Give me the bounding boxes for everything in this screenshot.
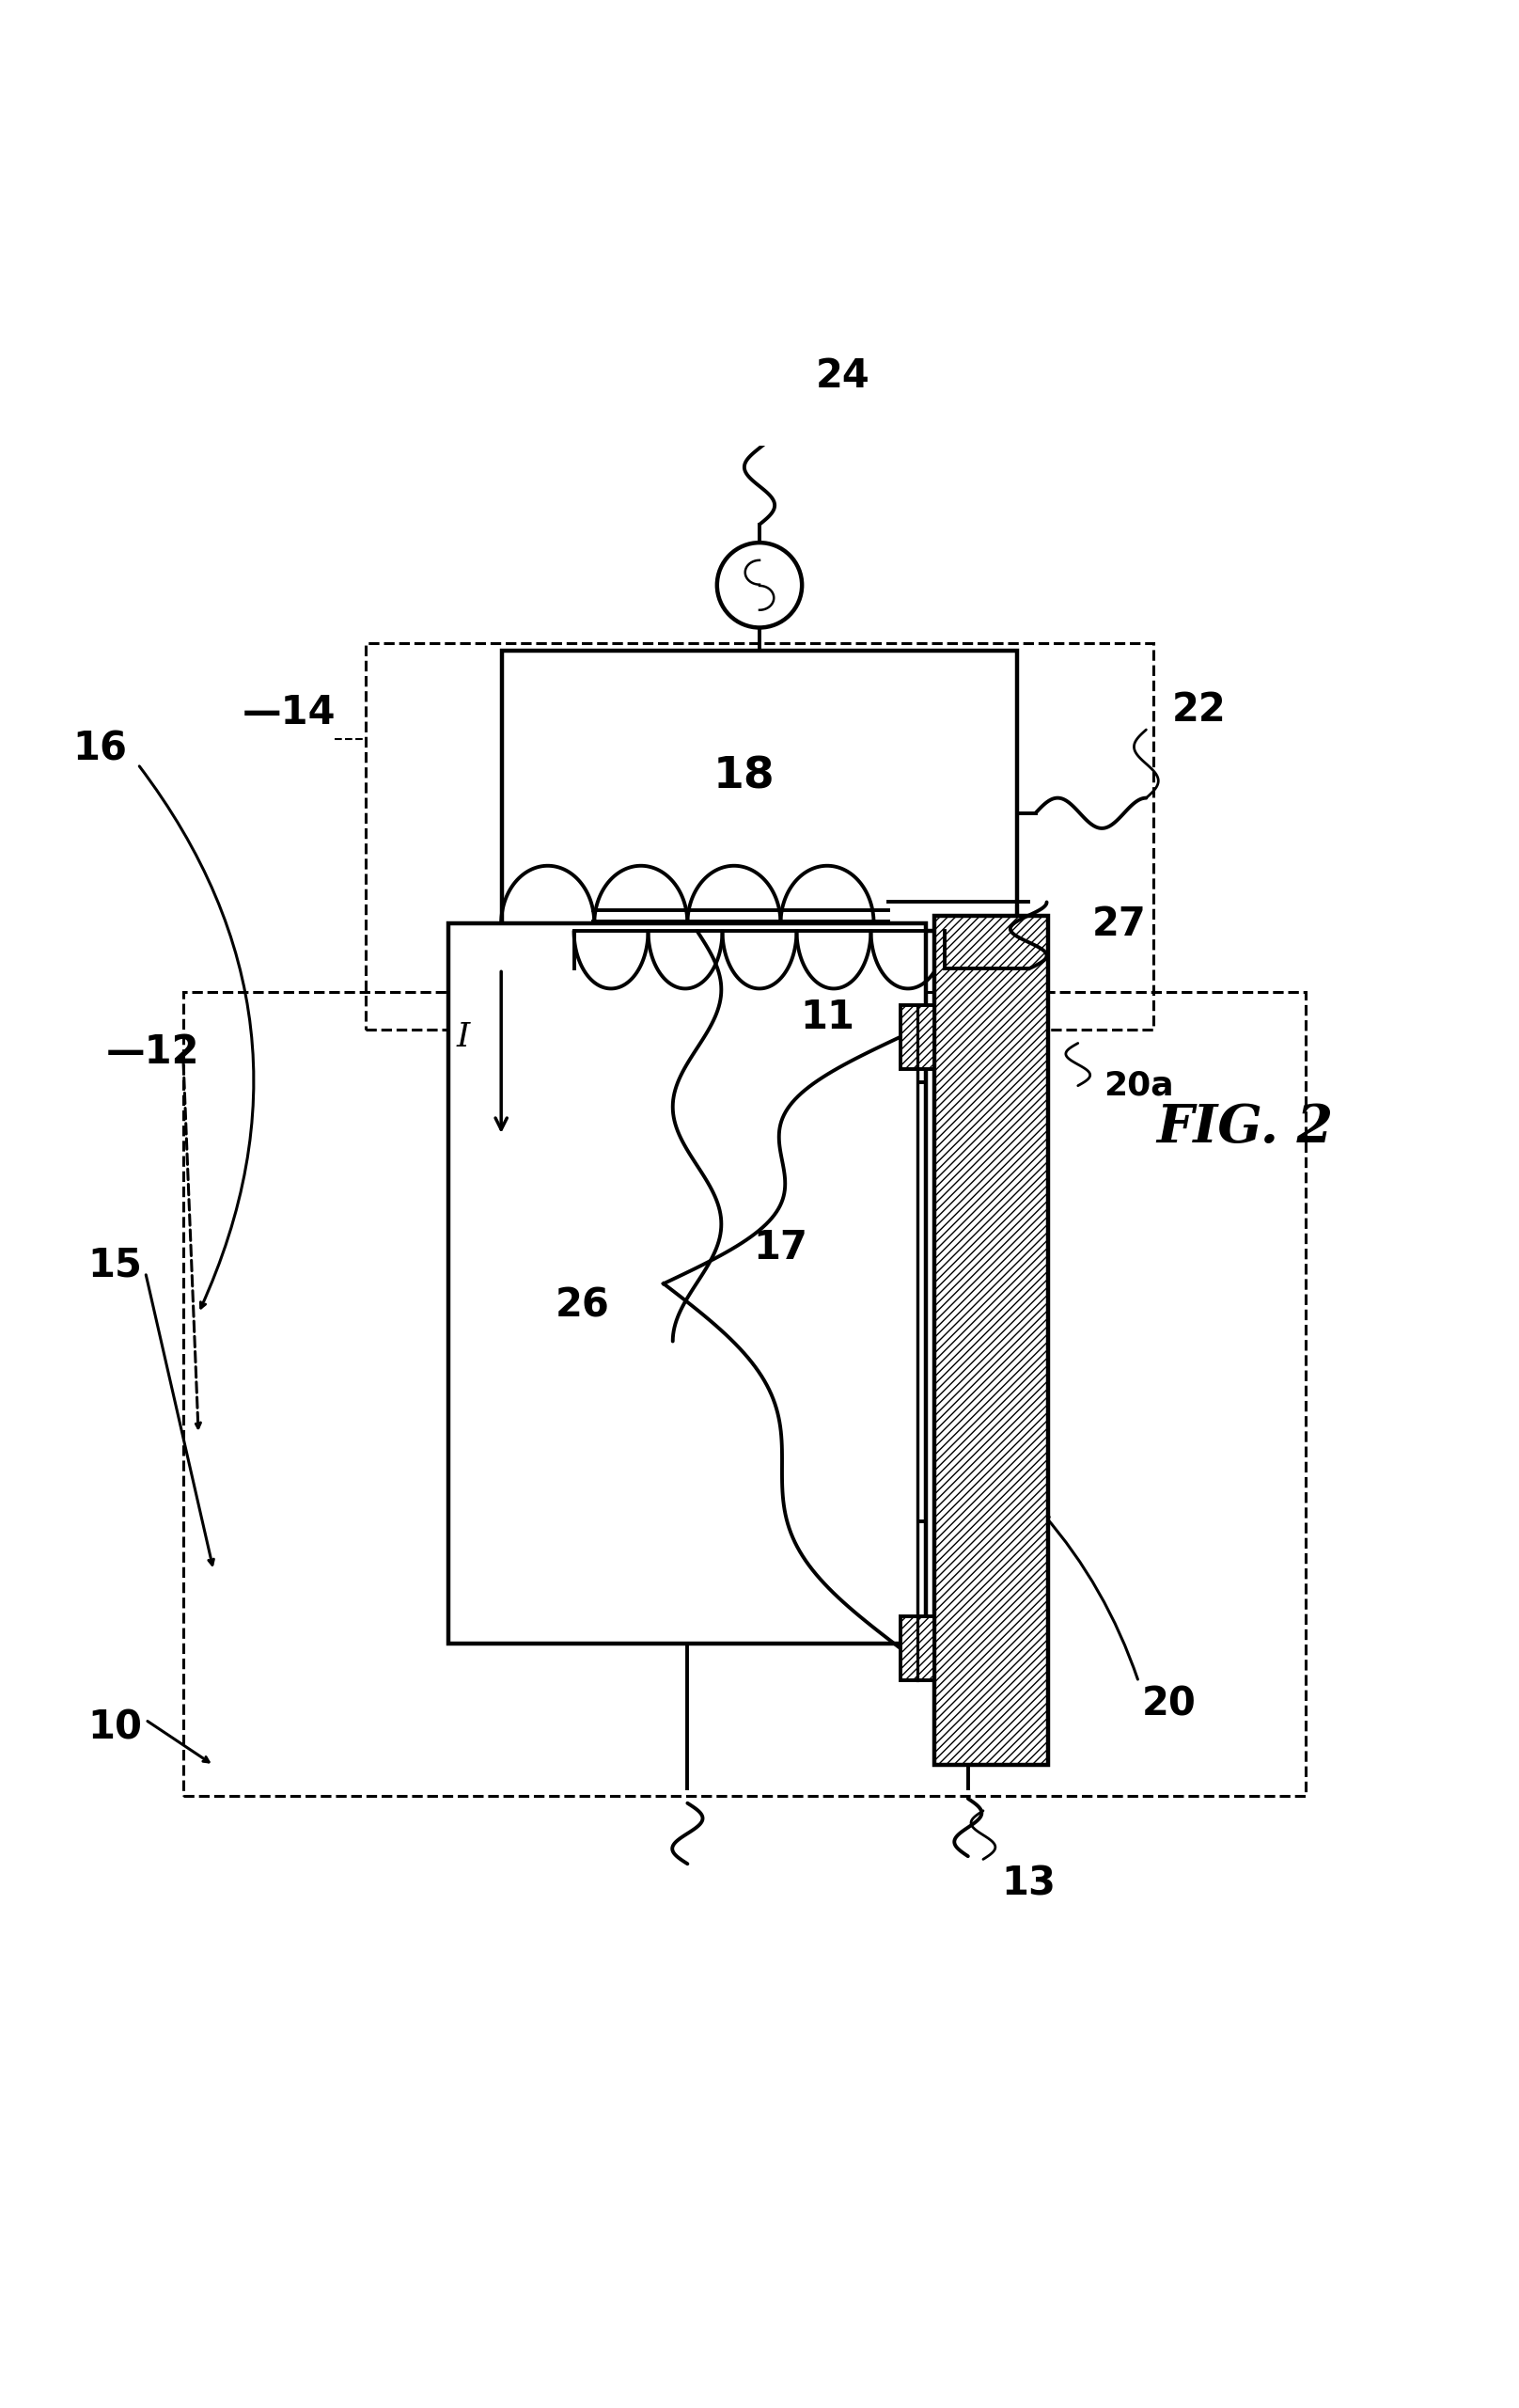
Circle shape (717, 542, 802, 628)
Text: 22: 22 (1173, 691, 1226, 730)
Text: 26: 26 (554, 1286, 609, 1324)
Text: 16: 16 (73, 730, 128, 768)
Text: 24: 24 (816, 356, 870, 395)
Text: 11: 11 (801, 997, 855, 1038)
Text: 20: 20 (1142, 1686, 1195, 1724)
Text: 20a: 20a (1103, 1069, 1174, 1103)
Text: 13: 13 (1001, 1864, 1056, 1902)
Polygon shape (501, 650, 1018, 932)
Polygon shape (448, 922, 927, 1645)
Text: 15: 15 (88, 1245, 143, 1283)
Text: —12: —12 (106, 1033, 199, 1072)
Text: 18: 18 (714, 756, 775, 797)
Polygon shape (901, 1616, 934, 1681)
Text: I: I (457, 1021, 469, 1052)
Text: 10: 10 (88, 1707, 143, 1748)
Text: —14: —14 (243, 694, 336, 732)
Polygon shape (901, 1004, 934, 1069)
Text: 17: 17 (753, 1228, 808, 1267)
Text: 27: 27 (1092, 905, 1147, 944)
Polygon shape (934, 915, 1048, 1765)
Text: FIG. 2: FIG. 2 (1156, 1103, 1334, 1153)
